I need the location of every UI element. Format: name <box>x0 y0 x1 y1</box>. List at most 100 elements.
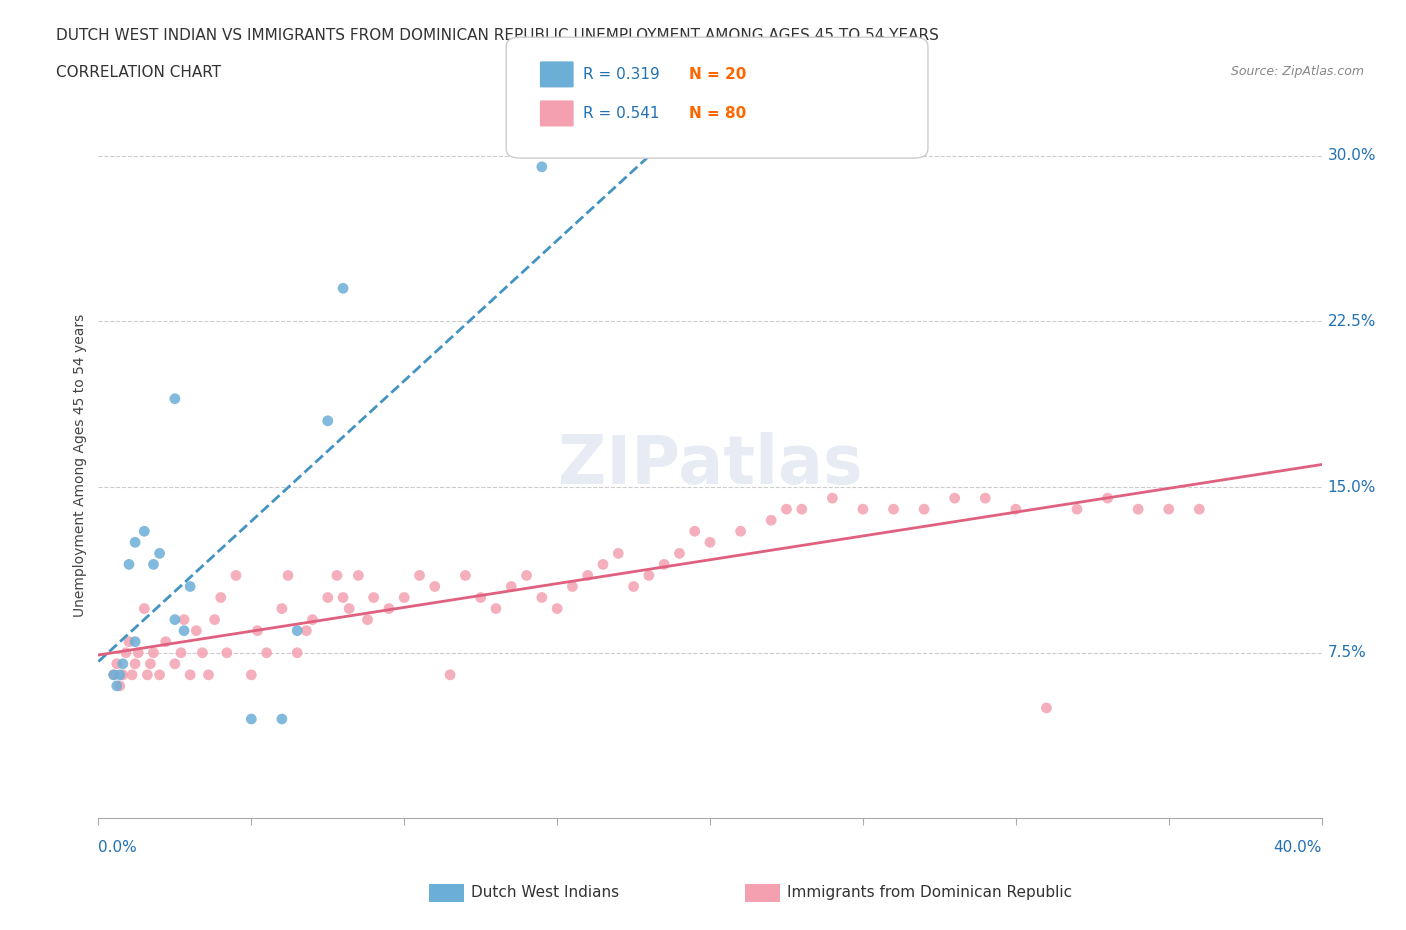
Point <box>1157 502 1180 517</box>
Y-axis label: Unemployment Among Ages 45 to 54 years: Unemployment Among Ages 45 to 54 years <box>73 313 87 617</box>
Point <box>576 568 599 583</box>
Point <box>332 591 354 605</box>
Point <box>454 568 477 583</box>
Point <box>337 601 360 616</box>
Point <box>883 502 905 517</box>
Point <box>546 601 568 616</box>
Point <box>124 634 146 649</box>
Point <box>124 535 146 550</box>
Point <box>155 634 177 649</box>
Point <box>163 392 186 406</box>
Text: 40.0%: 40.0% <box>1274 840 1322 855</box>
Point <box>270 711 292 726</box>
Point <box>270 601 292 616</box>
Point <box>111 657 134 671</box>
Point <box>316 414 339 429</box>
Point <box>186 623 208 638</box>
Point <box>179 579 201 594</box>
Point <box>332 281 354 296</box>
Point <box>852 502 875 517</box>
Point <box>142 645 165 660</box>
Point <box>277 568 299 583</box>
Point <box>121 668 143 683</box>
Point <box>439 668 461 683</box>
Point <box>516 568 538 583</box>
Point <box>561 579 583 594</box>
Point <box>149 668 172 683</box>
Point <box>1004 502 1026 517</box>
Point <box>1035 700 1057 715</box>
Point <box>1097 491 1119 506</box>
Point <box>105 657 128 671</box>
Text: Dutch West Indians: Dutch West Indians <box>471 885 619 900</box>
Text: 15.0%: 15.0% <box>1327 480 1376 495</box>
Point <box>163 657 186 671</box>
Point <box>790 502 813 517</box>
Point <box>142 557 165 572</box>
Point <box>775 502 797 517</box>
Point <box>105 679 128 694</box>
Point <box>530 591 553 605</box>
Text: CORRELATION CHART: CORRELATION CHART <box>56 65 221 80</box>
Point <box>149 546 172 561</box>
Point <box>356 612 378 627</box>
Text: N = 20: N = 20 <box>689 67 747 82</box>
Point <box>111 668 134 683</box>
Point <box>240 711 263 726</box>
Point <box>363 591 385 605</box>
Point <box>127 645 149 660</box>
Text: 30.0%: 30.0% <box>1327 148 1376 164</box>
Point <box>225 568 247 583</box>
Point <box>326 568 349 583</box>
Point <box>118 634 141 649</box>
Point <box>637 568 661 583</box>
Point <box>163 612 186 627</box>
Point <box>912 502 935 517</box>
Point <box>730 524 752 538</box>
Point <box>423 579 446 594</box>
Point <box>118 557 141 572</box>
Point <box>209 591 232 605</box>
Point <box>115 645 138 660</box>
Text: Source: ZipAtlas.com: Source: ZipAtlas.com <box>1230 65 1364 78</box>
Text: 22.5%: 22.5% <box>1327 314 1376 329</box>
Point <box>256 645 278 660</box>
Point <box>485 601 508 616</box>
Point <box>170 645 193 660</box>
Text: ZIPatlas: ZIPatlas <box>558 432 862 498</box>
Point <box>108 668 131 683</box>
Point <box>285 645 308 660</box>
Point <box>191 645 214 660</box>
Point <box>204 612 226 627</box>
Point <box>134 524 156 538</box>
Point <box>197 668 219 683</box>
Point <box>179 668 201 683</box>
Point <box>408 568 430 583</box>
Point <box>378 601 401 616</box>
Point <box>759 512 782 527</box>
Point <box>668 546 690 561</box>
Point <box>124 657 146 671</box>
Text: N = 80: N = 80 <box>689 106 747 121</box>
Point <box>103 668 125 683</box>
Point <box>974 491 997 506</box>
Point <box>607 546 630 561</box>
Point <box>108 679 131 694</box>
Point <box>683 524 706 538</box>
Point <box>301 612 323 627</box>
Point <box>173 612 195 627</box>
Point <box>246 623 269 638</box>
Point <box>1128 502 1150 517</box>
Point <box>295 623 318 638</box>
Text: DUTCH WEST INDIAN VS IMMIGRANTS FROM DOMINICAN REPUBLIC UNEMPLOYMENT AMONG AGES : DUTCH WEST INDIAN VS IMMIGRANTS FROM DOM… <box>56 28 939 43</box>
Point <box>1066 502 1088 517</box>
Text: R = 0.319: R = 0.319 <box>583 67 661 82</box>
Point <box>215 645 238 660</box>
Point <box>501 579 523 594</box>
Point <box>392 591 416 605</box>
Point <box>173 623 195 638</box>
Text: 7.5%: 7.5% <box>1327 645 1367 660</box>
Point <box>470 591 492 605</box>
Point <box>1188 502 1211 517</box>
Point <box>103 668 125 683</box>
